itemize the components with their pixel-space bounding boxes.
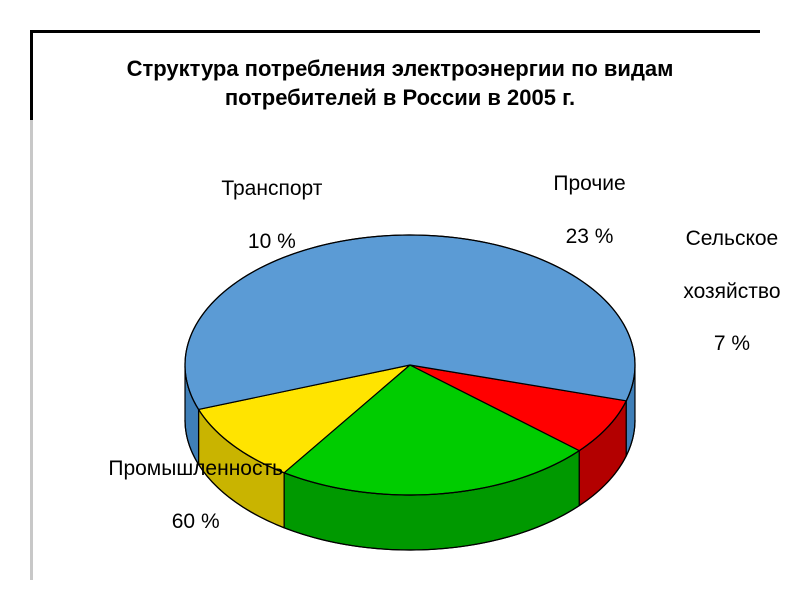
- pie-chart: Транспорт 10 % Прочие 23 % Сельское хозя…: [0, 0, 800, 600]
- label-other-pct: 23 %: [566, 225, 614, 248]
- label-transport-pct: 10 %: [248, 230, 296, 253]
- label-agriculture: Сельское хозяйство 7 %: [660, 200, 781, 384]
- label-transport: Транспорт 10 %: [198, 150, 322, 281]
- label-agriculture-line1: Сельское: [686, 227, 779, 250]
- label-other-name: Прочие: [553, 172, 625, 195]
- label-industry-pct: 60 %: [172, 510, 220, 533]
- label-transport-name: Транспорт: [221, 177, 322, 200]
- label-other: Прочие 23 %: [530, 145, 626, 276]
- label-agriculture-line2: хозяйство: [683, 280, 780, 303]
- label-industry: Промышленность 60 %: [85, 430, 283, 561]
- label-industry-name: Промышленность: [108, 457, 283, 480]
- label-agriculture-pct: 7 %: [714, 332, 750, 355]
